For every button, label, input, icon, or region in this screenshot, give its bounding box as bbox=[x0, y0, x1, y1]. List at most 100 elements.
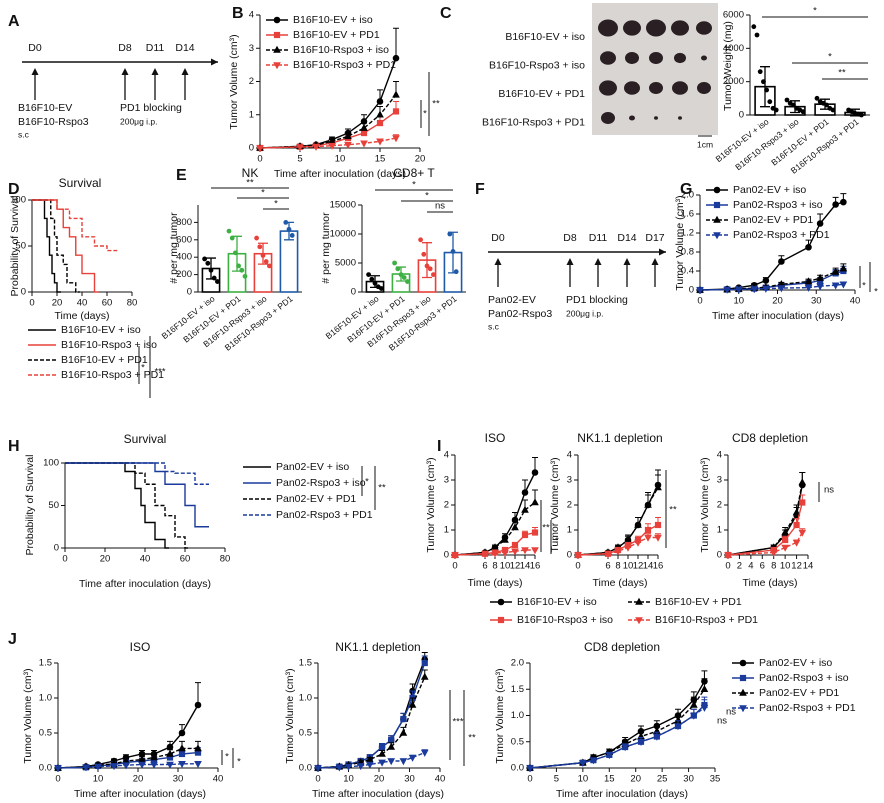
x-tick-label: 2 bbox=[737, 561, 742, 572]
legend-label: B16F10-EV + PD1 bbox=[61, 354, 148, 366]
y-axis-label: # per mg tumor bbox=[320, 212, 332, 284]
y-tick-label: 50 bbox=[48, 500, 59, 511]
marker bbox=[521, 547, 529, 555]
x-tick-label: 6 bbox=[760, 561, 765, 572]
data-point bbox=[392, 260, 397, 266]
marker bbox=[392, 135, 400, 143]
marker bbox=[792, 539, 801, 547]
photo-label: B16F10-Rspo3 + iso bbox=[489, 59, 585, 71]
marker bbox=[798, 529, 807, 537]
marker bbox=[344, 763, 353, 771]
data-point bbox=[764, 87, 769, 93]
x-tick-label: 8 bbox=[615, 561, 620, 572]
tumor bbox=[671, 20, 689, 36]
y-tick-label: 0.8 bbox=[681, 247, 694, 258]
data-point bbox=[372, 280, 378, 286]
marker bbox=[696, 287, 704, 295]
x-tick-label: 60 bbox=[102, 298, 113, 309]
significance-label: * bbox=[365, 477, 369, 488]
marker bbox=[799, 499, 806, 506]
y-tick-label: 3 bbox=[444, 475, 449, 486]
legend-label: Pan02-Rspo3 + iso bbox=[759, 672, 849, 684]
x-tick-label: 10 bbox=[733, 296, 744, 307]
x-axis-label: Time after inoculation (days) bbox=[274, 168, 406, 180]
legend-label: B16F10-EV + iso bbox=[293, 14, 373, 26]
marker bbox=[831, 267, 840, 275]
y-axis-label: Probability of Survival bbox=[9, 196, 21, 297]
marker bbox=[388, 736, 395, 744]
tumor bbox=[674, 52, 686, 64]
y-tick-label: 1.5 bbox=[511, 684, 524, 695]
series-line bbox=[65, 462, 189, 549]
x-tick-label: 6 bbox=[605, 561, 610, 572]
marker bbox=[256, 145, 264, 153]
data-point bbox=[369, 276, 375, 282]
cell-line: B16F10-Rspo3 bbox=[18, 116, 89, 128]
series-line bbox=[32, 199, 61, 293]
tumor bbox=[678, 116, 682, 120]
legend-label: Pan02-EV + PD1 bbox=[733, 214, 813, 226]
marker bbox=[635, 597, 643, 605]
y-tick-label: 0 bbox=[21, 287, 26, 298]
treatment: PD1 blocking bbox=[566, 294, 628, 306]
data-point bbox=[379, 286, 384, 291]
marker bbox=[579, 759, 587, 767]
series-line bbox=[65, 462, 169, 549]
x-tick-label: 30 bbox=[811, 296, 822, 307]
y-axis-label: Tumor Volume (cm³) bbox=[699, 457, 711, 552]
day-arrowhead bbox=[494, 258, 502, 265]
marker bbox=[82, 764, 90, 772]
significance-label: ** bbox=[378, 483, 386, 494]
series-line bbox=[699, 283, 844, 291]
x-tick-label: 14 bbox=[520, 561, 531, 572]
chart-title: Survival bbox=[124, 432, 167, 446]
marker bbox=[273, 31, 281, 39]
significance-label: * bbox=[141, 363, 145, 374]
marker bbox=[739, 688, 747, 696]
marker bbox=[481, 550, 489, 558]
x-tick-label: 16 bbox=[530, 561, 541, 572]
x-tick-label: 8 bbox=[771, 561, 776, 572]
series-line bbox=[259, 94, 397, 149]
y-tick-label: 0 bbox=[567, 550, 572, 561]
day-label: D14 bbox=[175, 42, 194, 54]
route: s.c bbox=[488, 321, 500, 331]
y-tick-label: 0 bbox=[717, 550, 722, 561]
x-axis-label: Time (days) bbox=[742, 577, 797, 589]
data-point bbox=[263, 259, 269, 264]
x-tick-label: 14 bbox=[803, 561, 814, 572]
legend-label: Pan02-Rspo3 + iso bbox=[733, 199, 823, 211]
marker bbox=[531, 469, 539, 476]
marker bbox=[194, 701, 202, 709]
x-tick-label: 20 bbox=[374, 774, 385, 785]
y-axis-label: Tumor Volume (cm³) bbox=[425, 457, 437, 552]
marker bbox=[734, 286, 743, 294]
marker bbox=[781, 528, 789, 536]
marker bbox=[392, 108, 400, 115]
marker bbox=[511, 548, 519, 556]
chart-title: CD8+ T bbox=[393, 166, 435, 180]
marker bbox=[713, 201, 721, 209]
x-tick-label: 20 bbox=[630, 774, 641, 785]
significance-label: ** bbox=[669, 505, 677, 516]
y-tick-label: 15000 bbox=[330, 200, 356, 211]
marker bbox=[273, 45, 281, 53]
data-point bbox=[226, 228, 232, 234]
tumor bbox=[629, 115, 635, 121]
marker bbox=[178, 750, 186, 758]
x-tick-label: 40 bbox=[140, 554, 151, 565]
day-arrowhead bbox=[181, 68, 189, 75]
marker bbox=[328, 142, 336, 150]
marker bbox=[674, 723, 682, 731]
marker bbox=[166, 749, 174, 757]
x-tick-label: 80 bbox=[220, 554, 231, 565]
series-line bbox=[32, 199, 80, 293]
data-point bbox=[800, 109, 806, 115]
marker bbox=[637, 738, 645, 746]
tumor bbox=[598, 19, 618, 37]
marker bbox=[614, 548, 622, 556]
series-line bbox=[727, 482, 803, 556]
y-tick-label: 0.0 bbox=[39, 763, 52, 774]
x-tick-label: 10 bbox=[500, 561, 511, 572]
chart-title: Survival bbox=[59, 176, 102, 190]
